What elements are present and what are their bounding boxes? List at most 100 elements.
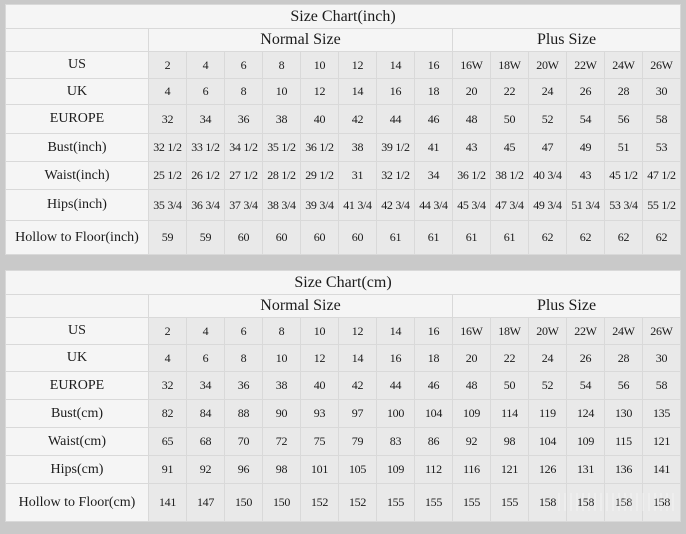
row-label: Bust(cm): [5, 399, 149, 428]
size-cell: 79: [338, 427, 377, 456]
size-cell: 6: [224, 51, 263, 79]
size-cell: 131: [566, 455, 605, 484]
size-cell: 34: [186, 371, 225, 400]
size-cell: 62: [528, 220, 567, 255]
size-cell: 4: [186, 317, 225, 345]
size-cell: 96: [224, 455, 263, 484]
row-label: Hollow to Floor(inch): [5, 220, 149, 255]
row-label: Hips(cm): [5, 455, 149, 484]
size-cell: 92: [452, 427, 491, 456]
size-cell: 26 1/2: [186, 161, 225, 190]
table-row: US 2 4 6 8 10 12 14 16 16W 18W 20W 22W 24W 26W: [5, 51, 681, 79]
size-cell: 58: [642, 104, 681, 134]
size-cell: 4: [186, 51, 225, 79]
size-cell: 41: [414, 133, 453, 162]
size-cell: 16: [376, 344, 415, 372]
size-cell: 32 1/2: [376, 161, 415, 190]
size-cell: 14: [338, 78, 377, 105]
size-cell: 28 1/2: [262, 161, 301, 190]
size-cell: 50: [490, 104, 529, 134]
size-cell: 158: [604, 483, 643, 522]
size-cell: 61: [414, 220, 453, 255]
size-cell: 45 3/4: [452, 189, 491, 221]
size-cell: 40: [300, 371, 339, 400]
size-cell: 18: [414, 344, 453, 372]
size-cell: 60: [262, 220, 301, 255]
size-cell: 75: [300, 427, 339, 456]
size-cell: 152: [300, 483, 339, 522]
size-cell: 2: [148, 51, 187, 79]
size-cell: 33 1/2: [186, 133, 225, 162]
size-cell: 20: [452, 344, 491, 372]
size-cell: 22: [490, 344, 529, 372]
size-cell: 109: [452, 399, 491, 428]
size-cell: 53: [642, 133, 681, 162]
table-row: US 2 4 6 8 10 12 14 16 16W 18W 20W 22W 24W 26W: [5, 317, 681, 345]
size-cell: 58: [642, 371, 681, 400]
size-cell: 155: [414, 483, 453, 522]
size-cell: 44: [376, 371, 415, 400]
size-cell: 141: [148, 483, 187, 522]
size-cell: 29 1/2: [300, 161, 339, 190]
size-cell: 14: [376, 51, 415, 79]
size-cell: 84: [186, 399, 225, 428]
size-cell: 152: [338, 483, 377, 522]
size-cell: 150: [262, 483, 301, 522]
size-cell: 44 3/4: [414, 189, 453, 221]
size-cell: 26: [566, 344, 605, 372]
size-cell: 16: [414, 51, 453, 79]
size-cell: 22: [490, 78, 529, 105]
size-cell: 47: [528, 133, 567, 162]
size-cell: 22W: [566, 317, 605, 345]
size-cell: 2: [148, 317, 187, 345]
size-cell: 62: [642, 220, 681, 255]
table-row: Waist(inch) 25 1/2 26 1/2 27 1/2 28 1/2 29 1/…: [5, 161, 681, 190]
size-cell: 70: [224, 427, 263, 456]
size-cell: 86: [414, 427, 453, 456]
size-cell: 91: [148, 455, 187, 484]
size-cell: 158: [642, 483, 681, 522]
row-label: EUROPE: [5, 104, 149, 134]
size-cell: 116: [452, 455, 491, 484]
size-cell: 121: [642, 427, 681, 456]
size-cell: 30: [642, 78, 681, 105]
size-cell: 24: [528, 78, 567, 105]
row-label: US: [5, 317, 149, 345]
size-cell: 36: [224, 104, 263, 134]
size-cell: 32: [148, 104, 187, 134]
size-cell: 20: [452, 78, 491, 105]
size-cell: 98: [490, 427, 529, 456]
size-cell: 61: [452, 220, 491, 255]
table-row: Bust(cm) 82 84 88 90 93 97 100 104 109 114 119 124 13…: [5, 399, 681, 428]
size-cell: 26W: [642, 317, 681, 345]
size-cell: 97: [338, 399, 377, 428]
size-cell: 40 3/4: [528, 161, 567, 190]
size-cell: 88: [224, 399, 263, 428]
size-cell: 60: [300, 220, 339, 255]
table-row: Normal Size Plus Size: [5, 294, 681, 318]
size-cell: 12: [300, 344, 339, 372]
size-cell: 10: [300, 51, 339, 79]
size-cell: 93: [300, 399, 339, 428]
size-cell: 38 1/2: [490, 161, 529, 190]
size-cell: 109: [376, 455, 415, 484]
size-cell: 52: [528, 371, 567, 400]
normal-size-header: Normal Size: [148, 28, 453, 52]
size-cell: 10: [262, 344, 301, 372]
size-cell: 42 3/4: [376, 189, 415, 221]
size-cell: 135: [642, 399, 681, 428]
size-cell: 126: [528, 455, 567, 484]
size-cell: 46: [414, 371, 453, 400]
size-cell: 12: [300, 78, 339, 105]
size-cell: 42: [338, 371, 377, 400]
size-cell: 43: [566, 161, 605, 190]
size-cell: 24W: [604, 317, 643, 345]
size-cell: 45 1/2: [604, 161, 643, 190]
size-cell: 43: [452, 133, 491, 162]
size-cell: 51 3/4: [566, 189, 605, 221]
size-cell: 34 1/2: [224, 133, 263, 162]
size-cell: 28: [604, 78, 643, 105]
size-cell: 34: [414, 161, 453, 190]
size-cell: 52: [528, 104, 567, 134]
size-cell: 10: [300, 317, 339, 345]
